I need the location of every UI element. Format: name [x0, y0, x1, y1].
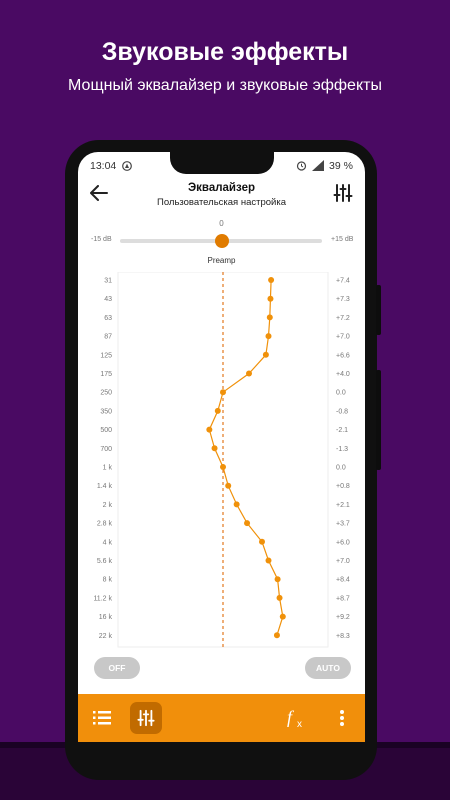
equalizer-icon	[137, 709, 155, 727]
eq-frequency-label: 63	[104, 315, 112, 322]
nav-presets-button[interactable]	[86, 702, 118, 734]
back-arrow-icon[interactable]	[90, 185, 108, 201]
preamp-max-label: +15 dB	[331, 236, 354, 243]
eq-band-point[interactable]	[214, 407, 221, 414]
list-icon	[93, 711, 111, 725]
notification-icon	[122, 161, 132, 171]
eq-gain-label: +7.4	[336, 278, 350, 285]
eq-gain-label: +6.6	[336, 352, 350, 359]
eq-frequency-label: 125	[100, 352, 112, 359]
eq-gain-label: +0.8	[336, 483, 350, 490]
eq-gain-label: -0.8	[336, 408, 348, 415]
eq-band-point[interactable]	[267, 295, 274, 302]
eq-gain-label: +4.0	[336, 371, 350, 378]
eq-gain-label: +7.2	[336, 315, 350, 322]
eq-frequency-label: 250	[100, 390, 112, 397]
eq-frequency-label: 8 k	[103, 577, 113, 584]
phone-side-button	[376, 285, 381, 335]
eq-band-point[interactable]	[279, 613, 286, 620]
preamp-slider-thumb[interactable]	[215, 234, 229, 248]
eq-band-point[interactable]	[273, 632, 280, 639]
eq-gain-label: -1.3	[336, 446, 348, 453]
eq-band-point[interactable]	[265, 333, 272, 340]
eq-frequency-label: 4 k	[103, 539, 113, 546]
eq-curve-line	[208, 279, 284, 636]
svg-text:x: x	[297, 719, 302, 729]
eq-band-point[interactable]	[266, 314, 273, 321]
equalizer-curve-canvas[interactable]: 31 +7.4 43 +7.3 63 +7.2 87 +7.0 125 +6.6 175 +4.0 25…	[78, 271, 365, 652]
equalizer-graph[interactable]: 31 +7.4 43 +7.3 63 +7.2 87 +7.0 125 +6.6 175 +4.0 25…	[78, 271, 365, 652]
eq-frequency-label: 87	[104, 334, 112, 341]
eq-gain-label: +7.3	[336, 296, 350, 303]
eq-gain-label: +3.7	[336, 521, 350, 528]
alarm-icon	[296, 161, 307, 171]
more-vertical-icon	[340, 710, 344, 726]
nav-effects-button[interactable]: f x	[282, 702, 314, 734]
eq-frequency-label: 1.4 k	[97, 483, 113, 490]
eq-band-point[interactable]	[233, 501, 240, 508]
page-title: Эквалайзер	[187, 182, 255, 194]
eq-gain-label: +6.0	[336, 539, 350, 546]
eq-gain-label: +8.4	[336, 577, 350, 584]
nav-more-button[interactable]	[326, 702, 358, 734]
preamp-label: Preamp	[207, 256, 236, 265]
eq-frequency-label: 22 k	[99, 633, 113, 640]
eq-frequency-label: 1 k	[103, 465, 113, 472]
preset-name[interactable]: Пользовательская настройка	[157, 197, 286, 208]
eq-frequency-label: 31	[104, 278, 112, 285]
eq-band-point[interactable]	[268, 277, 275, 283]
phone-side-button	[376, 370, 381, 470]
eq-frequency-label: 2.8 k	[97, 521, 113, 528]
eq-frequency-label: 43	[104, 296, 112, 303]
status-time: 13:04	[90, 160, 117, 172]
eq-gain-label: +8.7	[336, 595, 350, 602]
eq-gain-label: -2.1	[336, 427, 348, 434]
eq-frequency-label: 350	[100, 408, 112, 415]
eq-band-point[interactable]	[274, 576, 281, 583]
bottom-navigation: f x	[78, 694, 365, 742]
eq-band-point[interactable]	[225, 482, 232, 489]
eq-band-point[interactable]	[211, 445, 218, 452]
preamp-min-label: -15 dB	[91, 236, 112, 243]
nav-equalizer-button[interactable]	[130, 702, 162, 734]
eq-band-point[interactable]	[246, 370, 252, 377]
camera-notch	[170, 152, 274, 174]
eq-frequency-label: 2 k	[103, 502, 113, 509]
eq-band-point[interactable]	[259, 538, 265, 545]
eq-frequency-label: 11.2 k	[93, 595, 112, 602]
eq-frequency-label: 5.6 k	[97, 558, 113, 565]
eq-frequency-label: 16 k	[99, 614, 113, 621]
auto-button[interactable]: AUTO	[305, 657, 351, 679]
eq-band-point[interactable]	[220, 389, 226, 396]
svg-text:f: f	[287, 707, 295, 727]
eq-band-point[interactable]	[276, 594, 283, 601]
promo-subtitle: Мощный эквалайзер и звуковые эффекты	[68, 77, 382, 94]
eq-band-point[interactable]	[265, 557, 272, 564]
eq-band-point[interactable]	[244, 520, 251, 527]
eq-frequency-label: 700	[100, 446, 112, 453]
eq-gain-label: 0.0	[336, 390, 346, 397]
promo-title: Звуковые эффекты	[101, 38, 349, 66]
off-button[interactable]: OFF	[94, 657, 140, 679]
app-screen: 13:04 39 % Эквалайзер Пользовательская н…	[78, 152, 365, 742]
effects-fx-icon: f x	[287, 707, 302, 729]
eq-gain-label: +7.0	[336, 334, 350, 341]
eq-frequency-label: 500	[100, 427, 112, 434]
eq-gain-label: +8.3	[336, 633, 350, 640]
eq-band-point[interactable]	[262, 351, 269, 358]
eq-band-point[interactable]	[220, 464, 226, 470]
eq-gain-label: +9.2	[336, 614, 350, 621]
eq-gain-label: +2.1	[336, 502, 350, 509]
eq-gain-label: +7.0	[336, 558, 350, 565]
eq-gain-label: 0.0	[336, 465, 346, 472]
eq-band-point[interactable]	[206, 426, 213, 433]
equalizer-settings-icon[interactable]	[333, 183, 353, 203]
signal-icon	[312, 160, 324, 171]
preamp-value: 0	[219, 219, 224, 228]
eq-frequency-label: 175	[100, 371, 112, 378]
battery-percent: 39 %	[329, 160, 353, 172]
